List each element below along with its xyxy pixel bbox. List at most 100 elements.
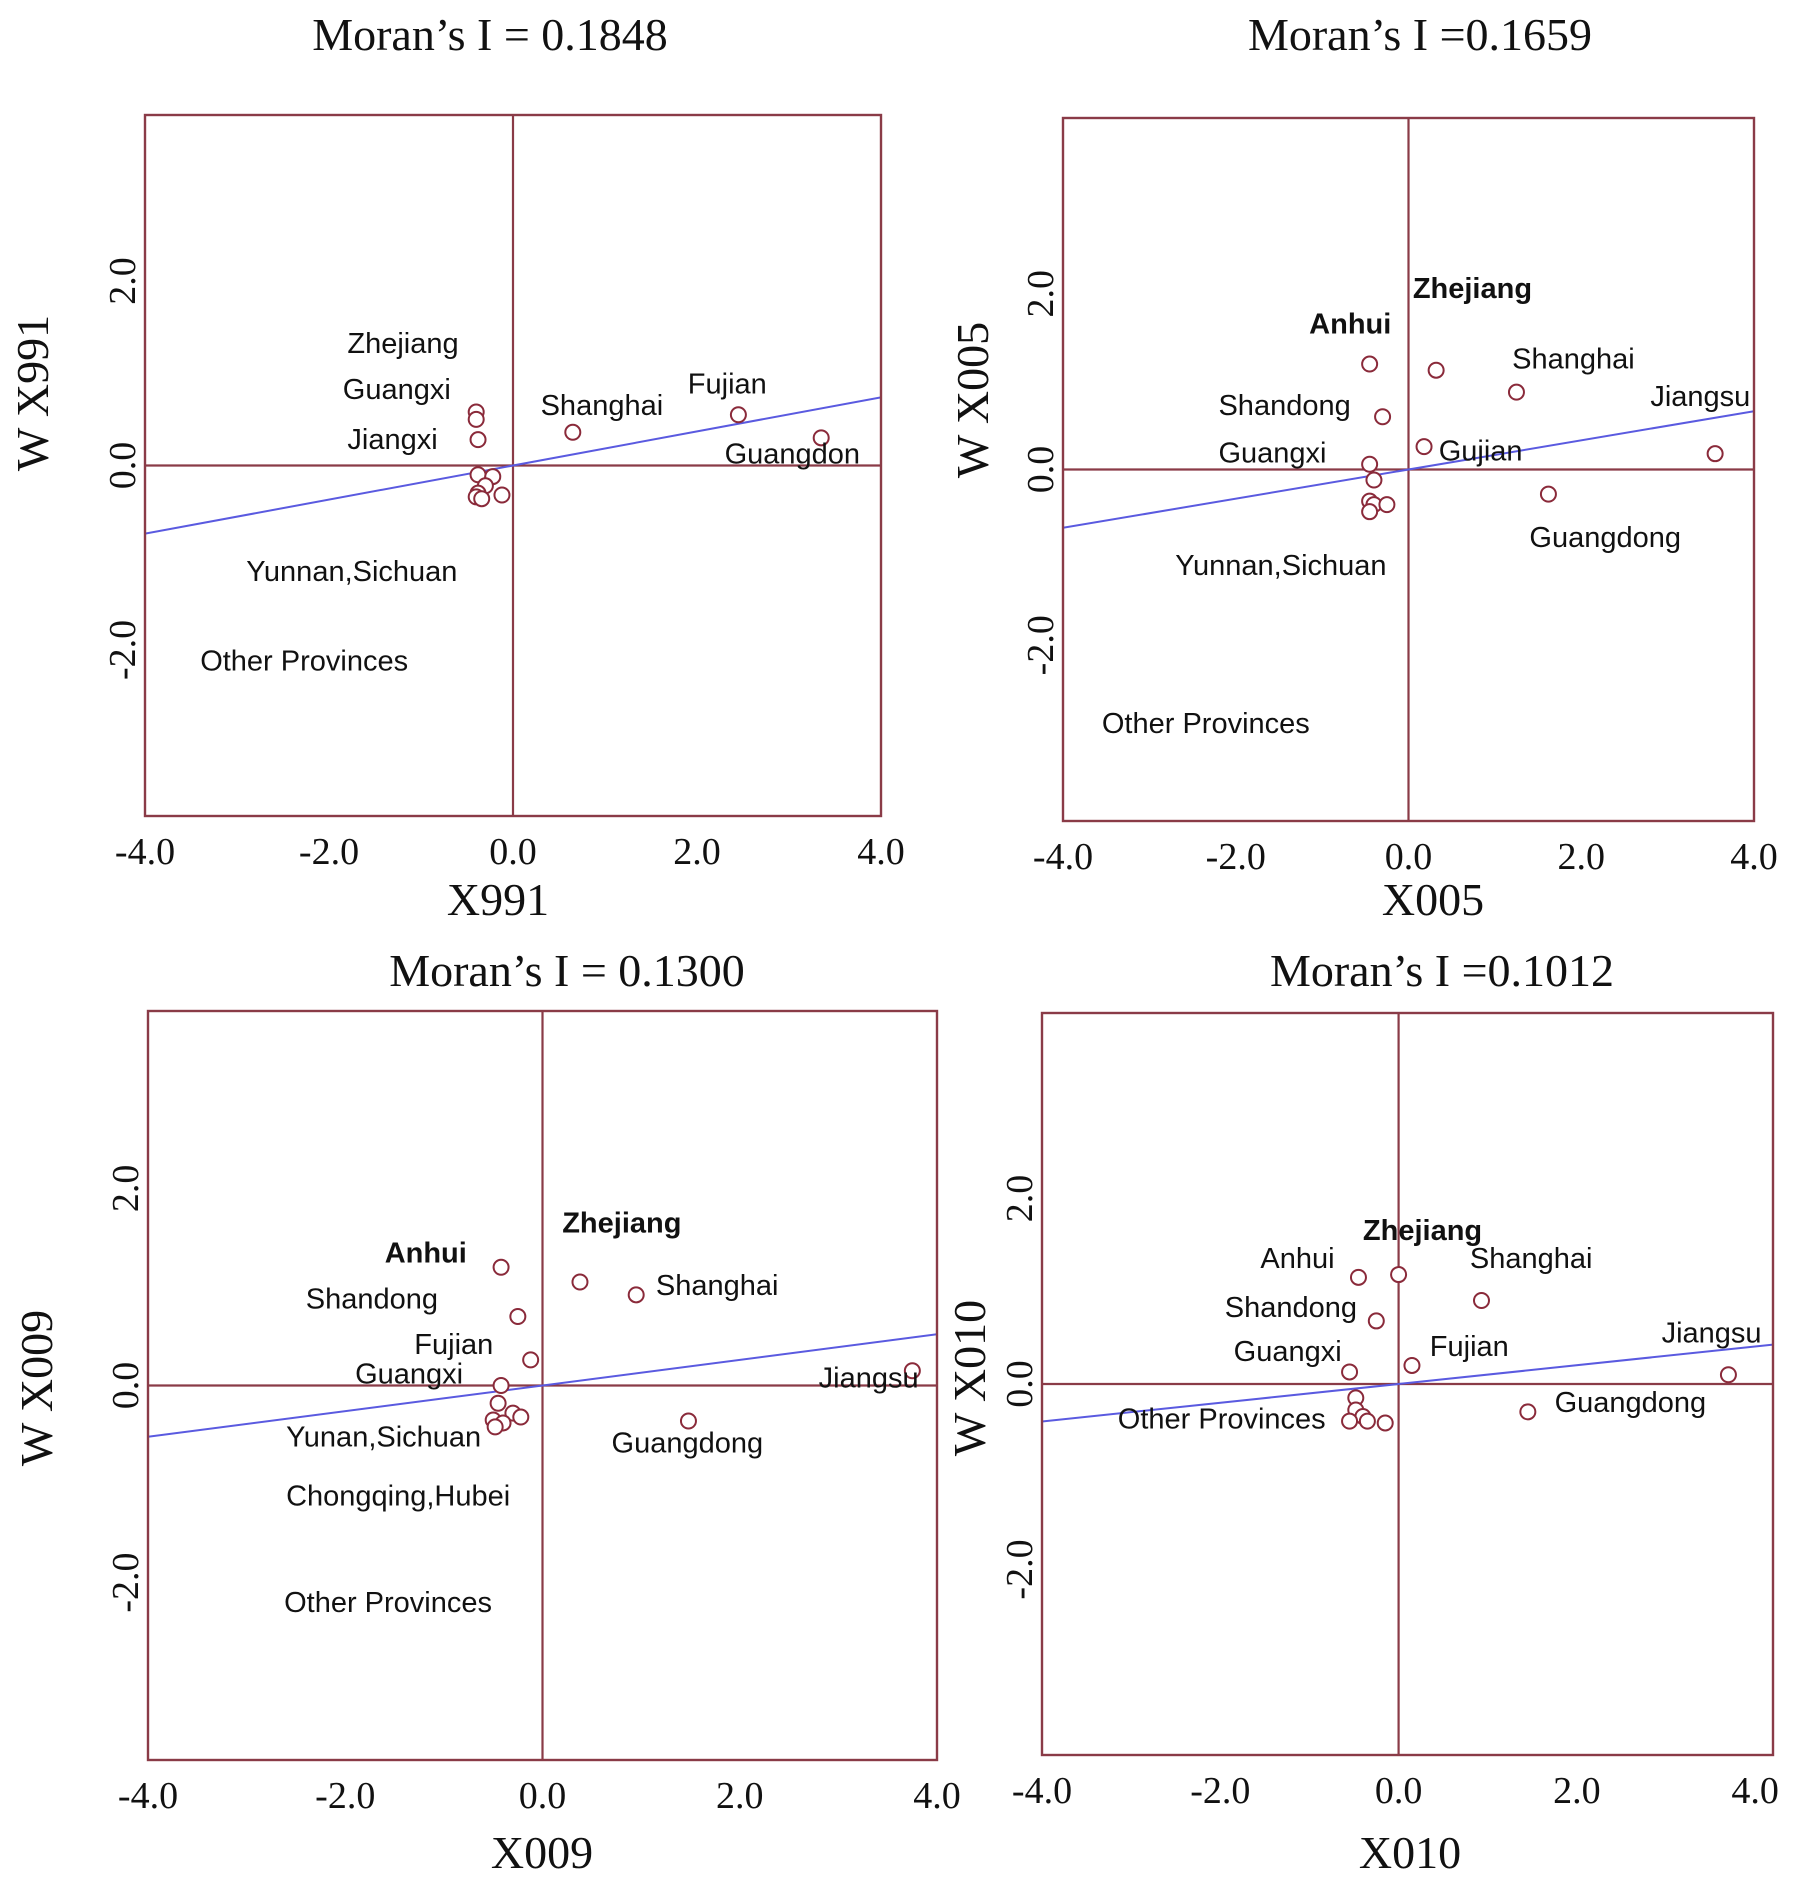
data-point bbox=[1358, 1412, 1376, 1430]
data-point bbox=[1539, 485, 1557, 503]
data-point bbox=[1519, 1403, 1537, 1421]
scatter-panel-3: Moran’s I = 0.1300 -4.0 -2.0 0.0 2.0 4.0 2.0 0.… bbox=[11, 945, 961, 1878]
y-tick-label: -2.0 bbox=[105, 1553, 147, 1613]
x-tick-label: -4.0 bbox=[1012, 1770, 1072, 1812]
x-tick-label: 2.0 bbox=[1553, 1770, 1601, 1812]
data-point bbox=[492, 1258, 510, 1276]
data-point bbox=[1403, 1356, 1421, 1374]
x-tick-label: -2.0 bbox=[299, 831, 359, 873]
scatter-panel-4: Moran’s I =0.1012 -4.0 -2.0 0.0 2.0 4.0 2.0 0.0… bbox=[944, 945, 1779, 1878]
point-label: Shanghai bbox=[656, 1270, 779, 1302]
data-point bbox=[1365, 471, 1383, 489]
data-point bbox=[679, 1412, 697, 1430]
point-label: Chongqing,Hubei bbox=[286, 1481, 510, 1513]
point-label: Zhejiang bbox=[347, 328, 458, 360]
data-point bbox=[812, 429, 830, 447]
point-label: Fujian bbox=[1430, 1331, 1509, 1363]
point-label: Guangdong bbox=[612, 1428, 764, 1460]
y-tick-label: -2.0 bbox=[999, 1539, 1041, 1599]
chart-title: Moran’s I =0.1012 bbox=[1270, 945, 1614, 996]
data-point bbox=[1390, 1266, 1408, 1284]
y-axis-title: W X010 bbox=[944, 1300, 995, 1456]
point-label: Guangxi bbox=[1218, 437, 1326, 469]
data-point bbox=[1706, 445, 1724, 463]
point-label: Anhui bbox=[385, 1237, 467, 1269]
y-tick-label: 0.0 bbox=[999, 1360, 1041, 1408]
y-tick-label: 0.0 bbox=[102, 442, 144, 490]
y-tick-label: 2.0 bbox=[999, 1175, 1041, 1223]
point-label: Shandong bbox=[1218, 390, 1350, 422]
data-point bbox=[522, 1351, 540, 1369]
point-label: Yunnan,Sichuan bbox=[246, 556, 457, 588]
point-label: Shanghai bbox=[1470, 1243, 1593, 1275]
data-point bbox=[729, 406, 747, 424]
data-point bbox=[512, 1408, 530, 1426]
x-tick-label: -4.0 bbox=[115, 831, 175, 873]
point-label: Zhejiang bbox=[1413, 273, 1532, 305]
data-point bbox=[509, 1308, 527, 1326]
point-label: Jiangsu bbox=[819, 1362, 919, 1394]
x-axis-title: X005 bbox=[1382, 874, 1484, 925]
data-point bbox=[486, 1418, 504, 1436]
data-point bbox=[1361, 355, 1379, 373]
point-label: Other Provinces bbox=[1102, 708, 1310, 740]
point-label: Shandong bbox=[1225, 1292, 1357, 1324]
x-tick-label: 4.0 bbox=[913, 1775, 961, 1817]
point-label: Guangdong bbox=[1529, 522, 1681, 554]
point-label: Other Provinces bbox=[1118, 1404, 1326, 1436]
point-label: Jiangxi bbox=[347, 424, 437, 456]
point-label: Guangdon bbox=[725, 439, 860, 471]
point-label: Anhui bbox=[1309, 308, 1391, 340]
point-label: Guangxi bbox=[1234, 1336, 1342, 1368]
data-point bbox=[1719, 1366, 1737, 1384]
data-point bbox=[564, 423, 582, 441]
x-tick-label: 2.0 bbox=[716, 1775, 764, 1817]
data-point bbox=[1507, 383, 1525, 401]
y-tick-label: 2.0 bbox=[105, 1165, 147, 1213]
plot-frame bbox=[1061, 116, 1756, 823]
data-point bbox=[571, 1273, 589, 1291]
x-axis-title: X010 bbox=[1359, 1827, 1461, 1878]
x-tick-label: -2.0 bbox=[1206, 836, 1266, 878]
data-point bbox=[903, 1362, 921, 1380]
x-tick-label: 4.0 bbox=[1731, 1770, 1779, 1812]
x-tick-label: 0.0 bbox=[519, 1775, 567, 1817]
scatter-panel-1: Moran’s I = 0.1848 -4.0 -2.0 0.0 2.0 4.0 2.0 0.… bbox=[7, 9, 905, 925]
chart-title: Moran’s I =0.1659 bbox=[1248, 9, 1592, 60]
point-label: Gujian bbox=[1439, 436, 1523, 468]
x-tick-label: 0.0 bbox=[489, 831, 537, 873]
x-tick-label: -4.0 bbox=[118, 1775, 178, 1817]
y-tick-label: -2.0 bbox=[1020, 615, 1062, 675]
x-tick-label: 2.0 bbox=[1558, 836, 1606, 878]
data-point bbox=[1472, 1292, 1490, 1310]
data-point bbox=[1378, 496, 1396, 514]
plot-frame bbox=[143, 113, 883, 818]
point-label: Zhejiang bbox=[1363, 1215, 1482, 1247]
data-point bbox=[1361, 455, 1379, 473]
data-point bbox=[493, 486, 511, 504]
point-label: Other Provinces bbox=[284, 1587, 492, 1619]
point-label: Yunan,Sichuan bbox=[286, 1422, 481, 1454]
point-label: Guangxi bbox=[355, 1359, 463, 1391]
plot-frame bbox=[1040, 1011, 1775, 1757]
chart-title: Moran’s I = 0.1848 bbox=[312, 9, 668, 60]
data-point bbox=[1341, 1412, 1359, 1430]
x-tick-label: -2.0 bbox=[1190, 1770, 1250, 1812]
point-label: Shanghai bbox=[541, 390, 664, 422]
data-point bbox=[1361, 503, 1379, 521]
x-axis-title: X991 bbox=[447, 874, 549, 925]
point-label: Jiangsu bbox=[1662, 1317, 1762, 1349]
data-point bbox=[1341, 1363, 1359, 1381]
data-point bbox=[473, 490, 491, 508]
scatter-panel-2: Moran’s I =0.1659 -4.0 -2.0 0.0 2.0 4.0 2.0 0.0… bbox=[947, 9, 1778, 925]
x-tick-label: 4.0 bbox=[1730, 836, 1778, 878]
x-tick-label: -4.0 bbox=[1033, 836, 1093, 878]
y-tick-label: 2.0 bbox=[102, 257, 144, 305]
y-axis-title: W X009 bbox=[11, 1310, 62, 1466]
regression-line bbox=[148, 1333, 937, 1438]
regression-line bbox=[145, 396, 881, 535]
y-tick-label: -2.0 bbox=[102, 620, 144, 680]
point-label: Yunnan,Sichuan bbox=[1175, 550, 1386, 582]
data-point bbox=[627, 1286, 645, 1304]
